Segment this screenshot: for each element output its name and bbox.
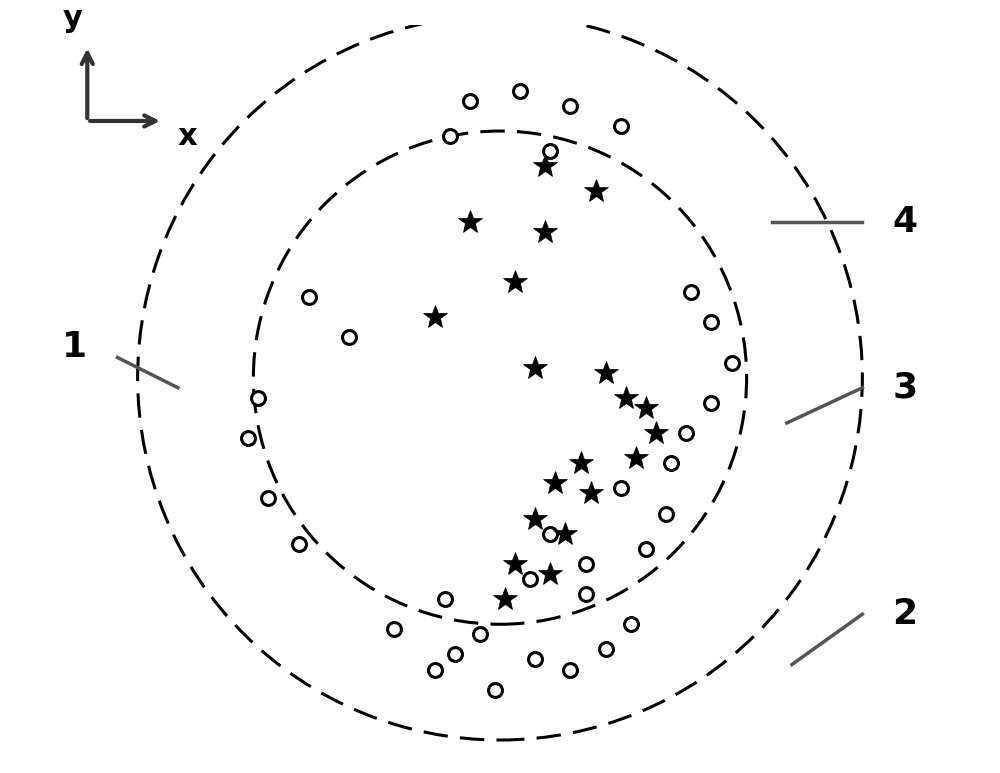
Text: 3: 3	[893, 371, 918, 405]
Text: 2: 2	[893, 598, 918, 632]
Text: 1: 1	[62, 330, 87, 364]
Text: x: x	[178, 121, 198, 151]
Text: 4: 4	[893, 205, 918, 239]
Text: y: y	[62, 5, 82, 33]
